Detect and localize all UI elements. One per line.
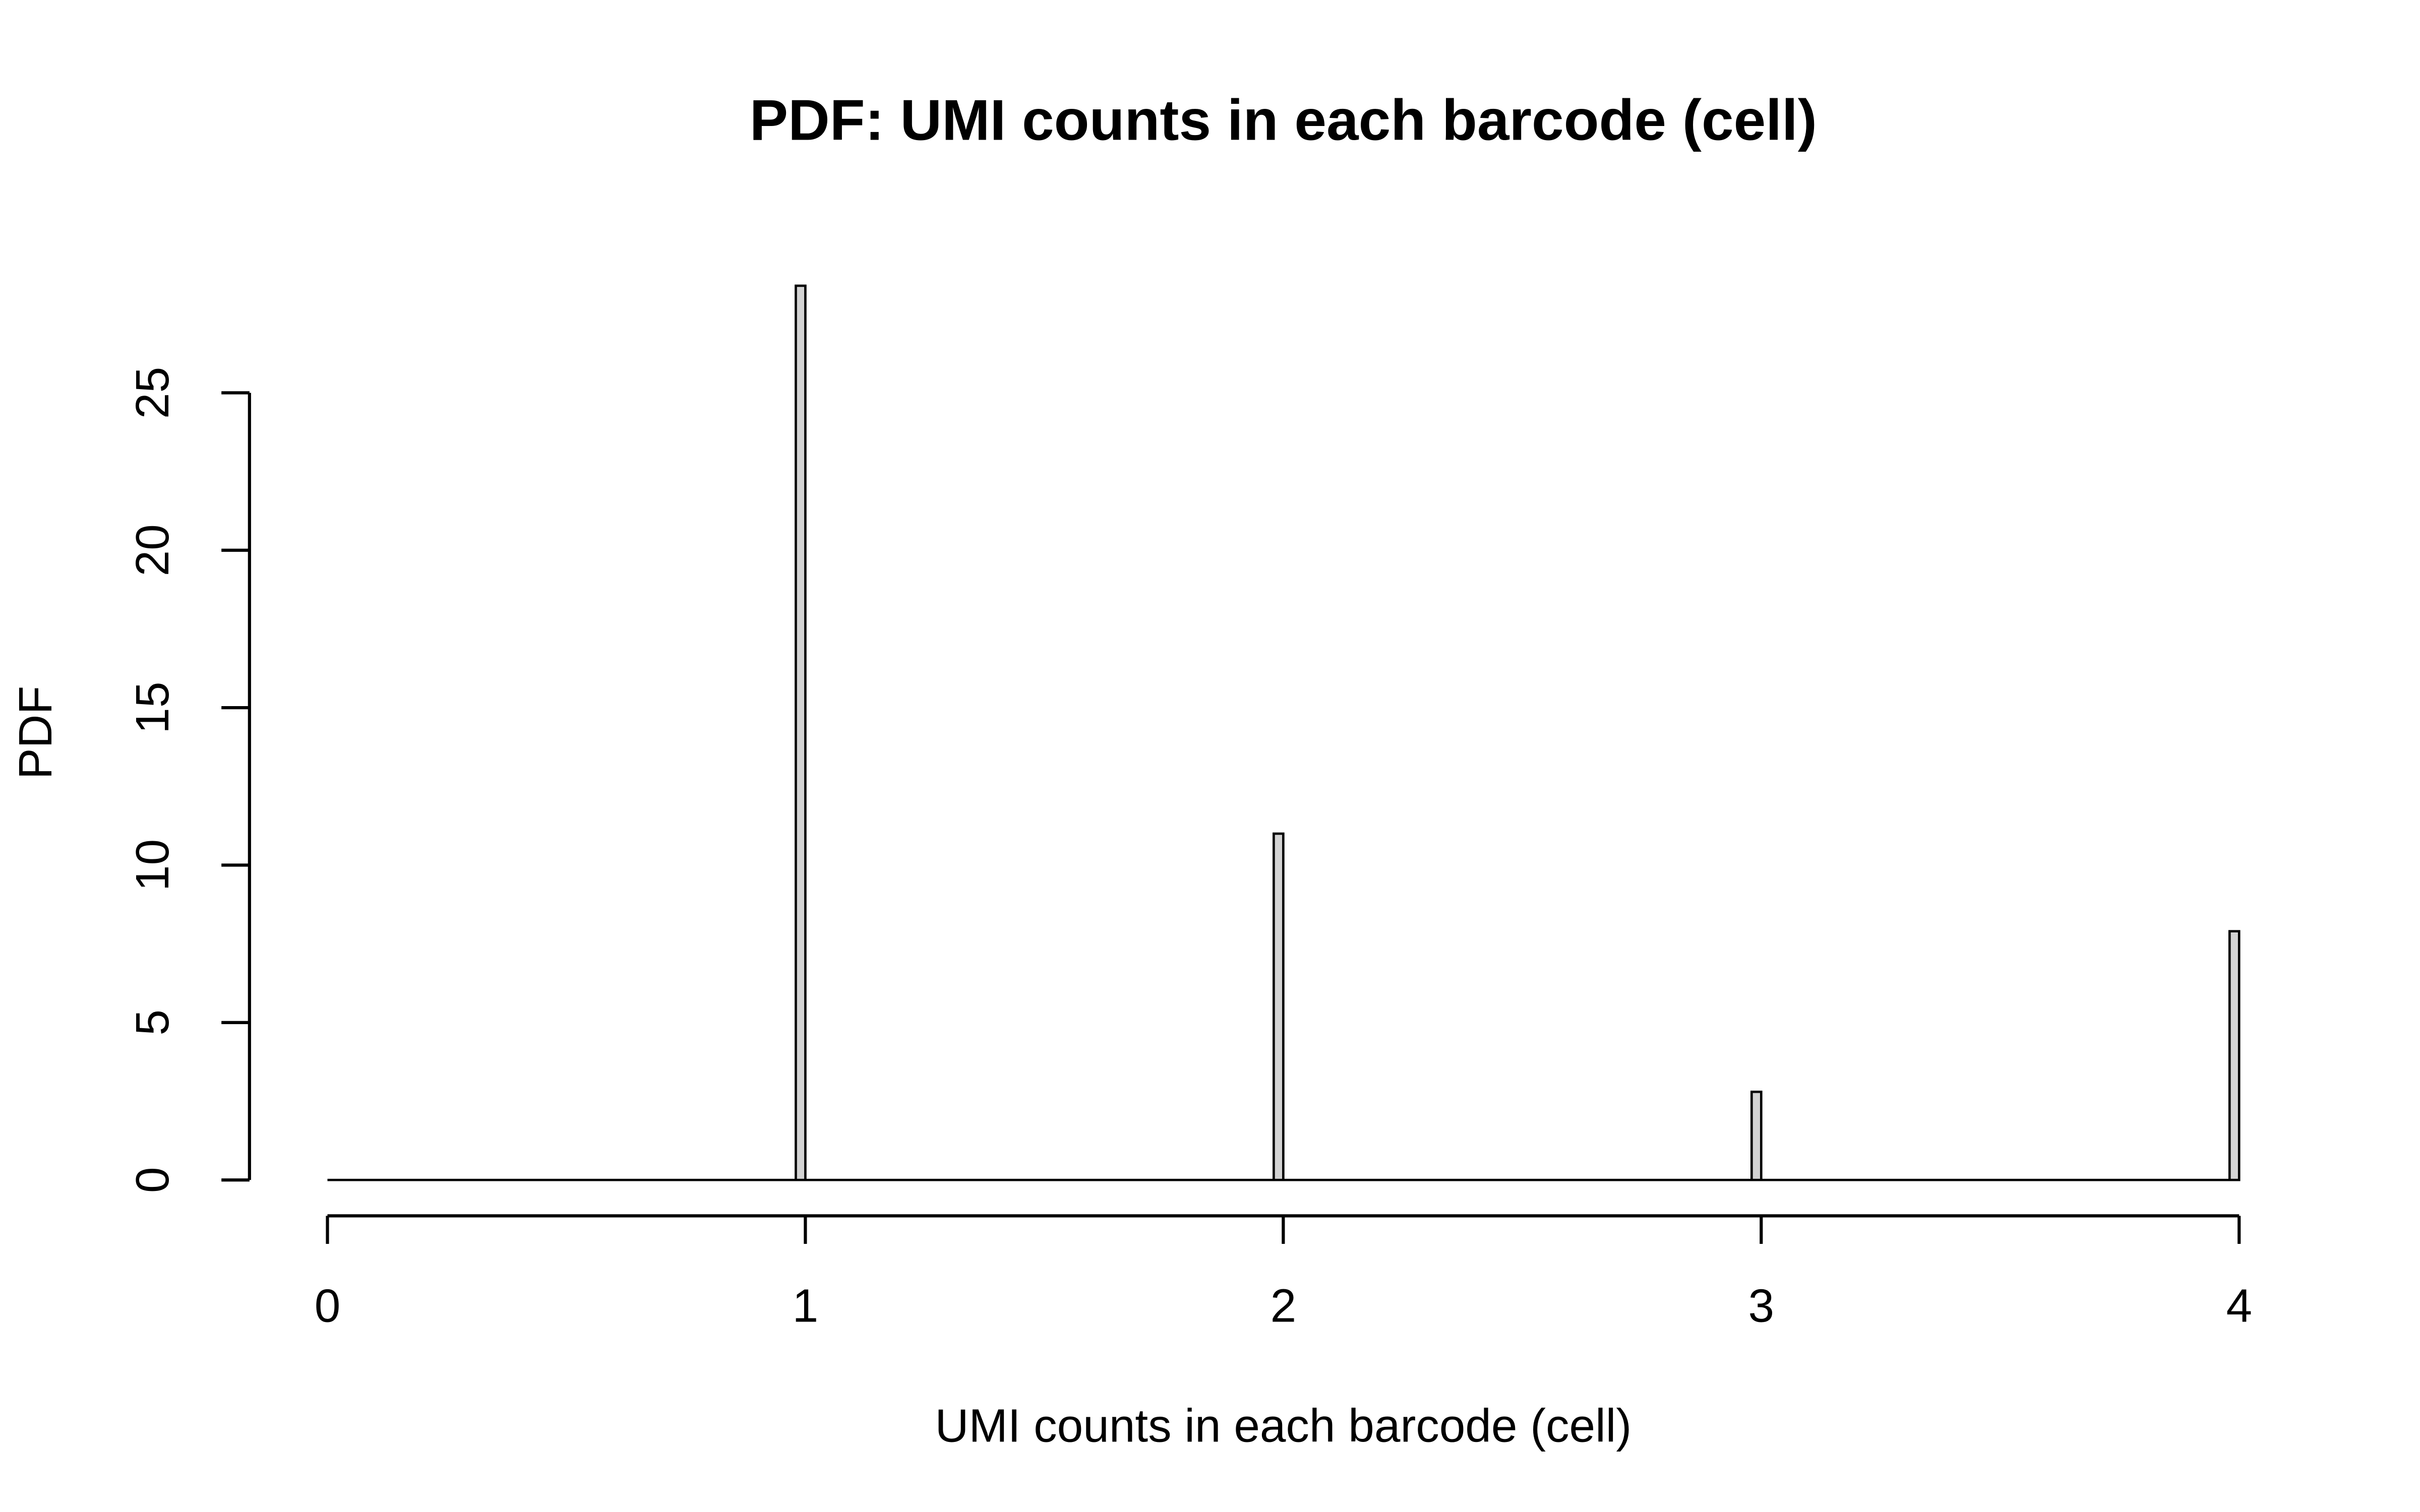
y-axis-label: PDF (9, 686, 62, 780)
x-tick-label: 0 (315, 1279, 341, 1332)
y-tick-label: 25 (126, 367, 178, 419)
bar (795, 284, 807, 1181)
y-tick-label: 10 (126, 839, 178, 891)
y-tick-label: 0 (126, 1167, 178, 1193)
chart-title: PDF: UMI counts in each barcode (cell) (750, 88, 1817, 153)
x-tick-label: 1 (793, 1279, 819, 1332)
y-tick-label: 15 (126, 682, 178, 734)
bar (1750, 1090, 1763, 1181)
x-tick-label: 4 (2226, 1279, 2252, 1332)
y-tick-label: 20 (126, 524, 178, 576)
x-tick-label: 2 (1270, 1279, 1297, 1332)
x-axis-label: UMI counts in each barcode (cell) (935, 1400, 1631, 1452)
bar (1273, 832, 1285, 1181)
y-tick-label: 5 (126, 1010, 178, 1036)
bar (2228, 930, 2241, 1181)
x-tick-label: 3 (1748, 1279, 1775, 1332)
